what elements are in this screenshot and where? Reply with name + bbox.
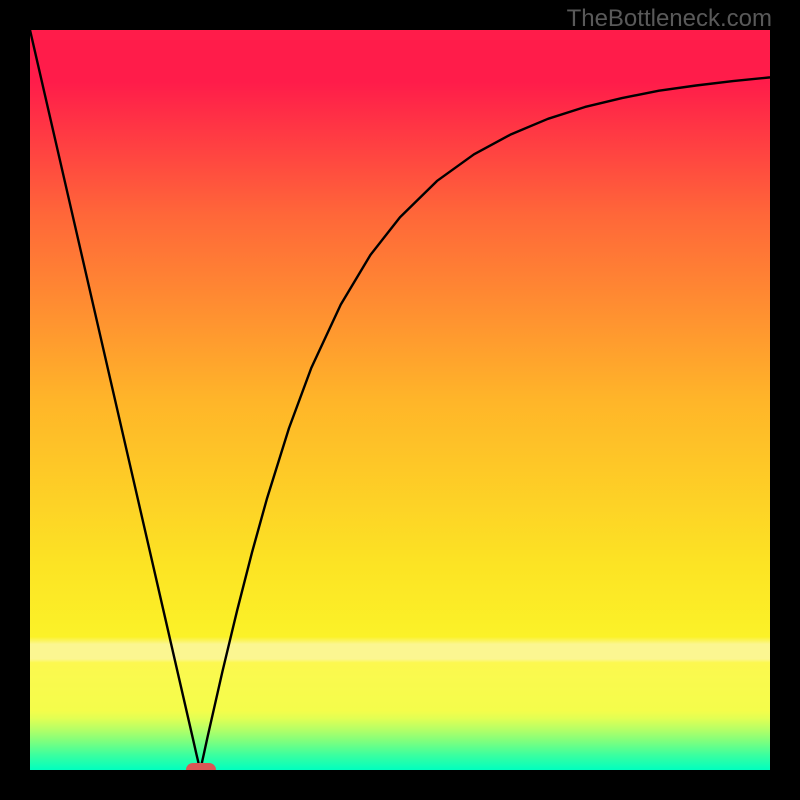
min-marker [186, 763, 216, 770]
attribution-text: TheBottleneck.com [567, 5, 772, 33]
curve-path [30, 30, 770, 770]
plot-area [30, 30, 770, 770]
curve-line [30, 30, 770, 770]
figure: TheBottleneck.com [0, 0, 800, 800]
